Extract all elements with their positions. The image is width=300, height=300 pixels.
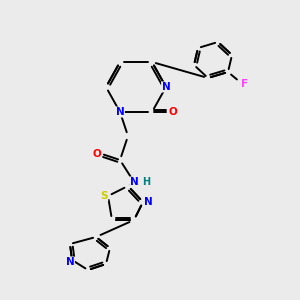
Text: N: N: [116, 107, 124, 117]
Text: N: N: [130, 177, 138, 187]
Text: O: O: [93, 149, 101, 159]
Text: N: N: [162, 82, 170, 92]
Text: S: S: [100, 191, 108, 201]
Text: N: N: [144, 197, 152, 207]
Text: H: H: [142, 177, 150, 187]
Text: O: O: [169, 107, 177, 117]
Text: F: F: [242, 79, 249, 89]
Text: N: N: [66, 257, 74, 267]
